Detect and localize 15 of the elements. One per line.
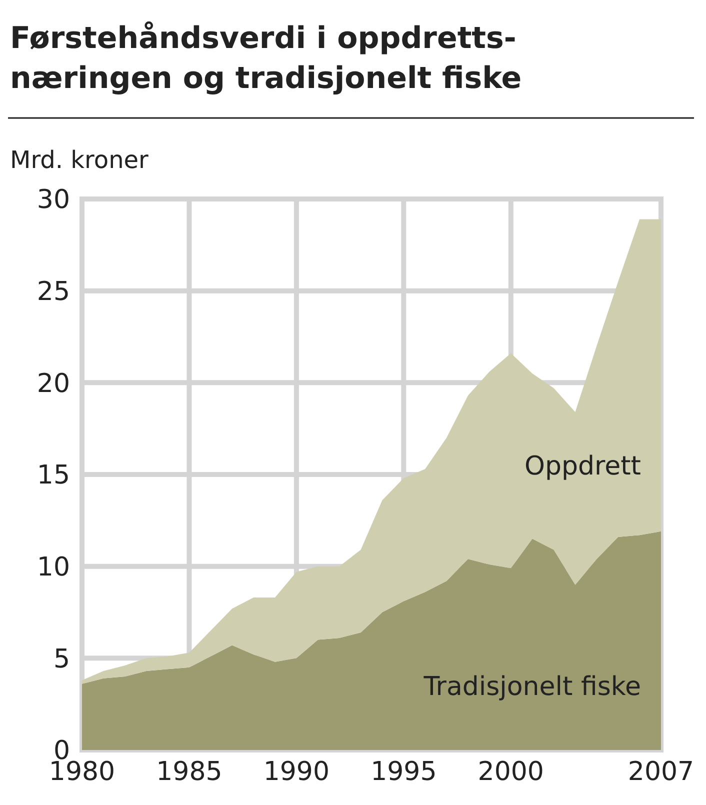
x-tick-label: 1985 — [156, 757, 222, 787]
y-tick-label: 30 — [36, 185, 70, 216]
series-label: Oppdrett — [524, 452, 641, 482]
series-label: Tradisjonelt fiske — [422, 672, 641, 702]
y-tick-label: 10 — [36, 552, 70, 582]
x-tick-label: 1990 — [263, 757, 330, 787]
x-tick-label: 2000 — [478, 757, 544, 787]
chart-title: Førstehåndsverdi i oppdretts- næringen og tradisjonelt fiske — [10, 21, 522, 96]
y-tick-label: 15 — [36, 460, 70, 491]
y-tick-label: 5 — [53, 644, 70, 674]
y-tick-label: 25 — [36, 276, 70, 307]
y-tick-label: 20 — [36, 368, 70, 399]
x-tick-label: 1995 — [370, 757, 437, 787]
x-tick-label: 2007 — [628, 757, 694, 787]
y-axis-title: Mrd. kroner — [10, 146, 149, 174]
